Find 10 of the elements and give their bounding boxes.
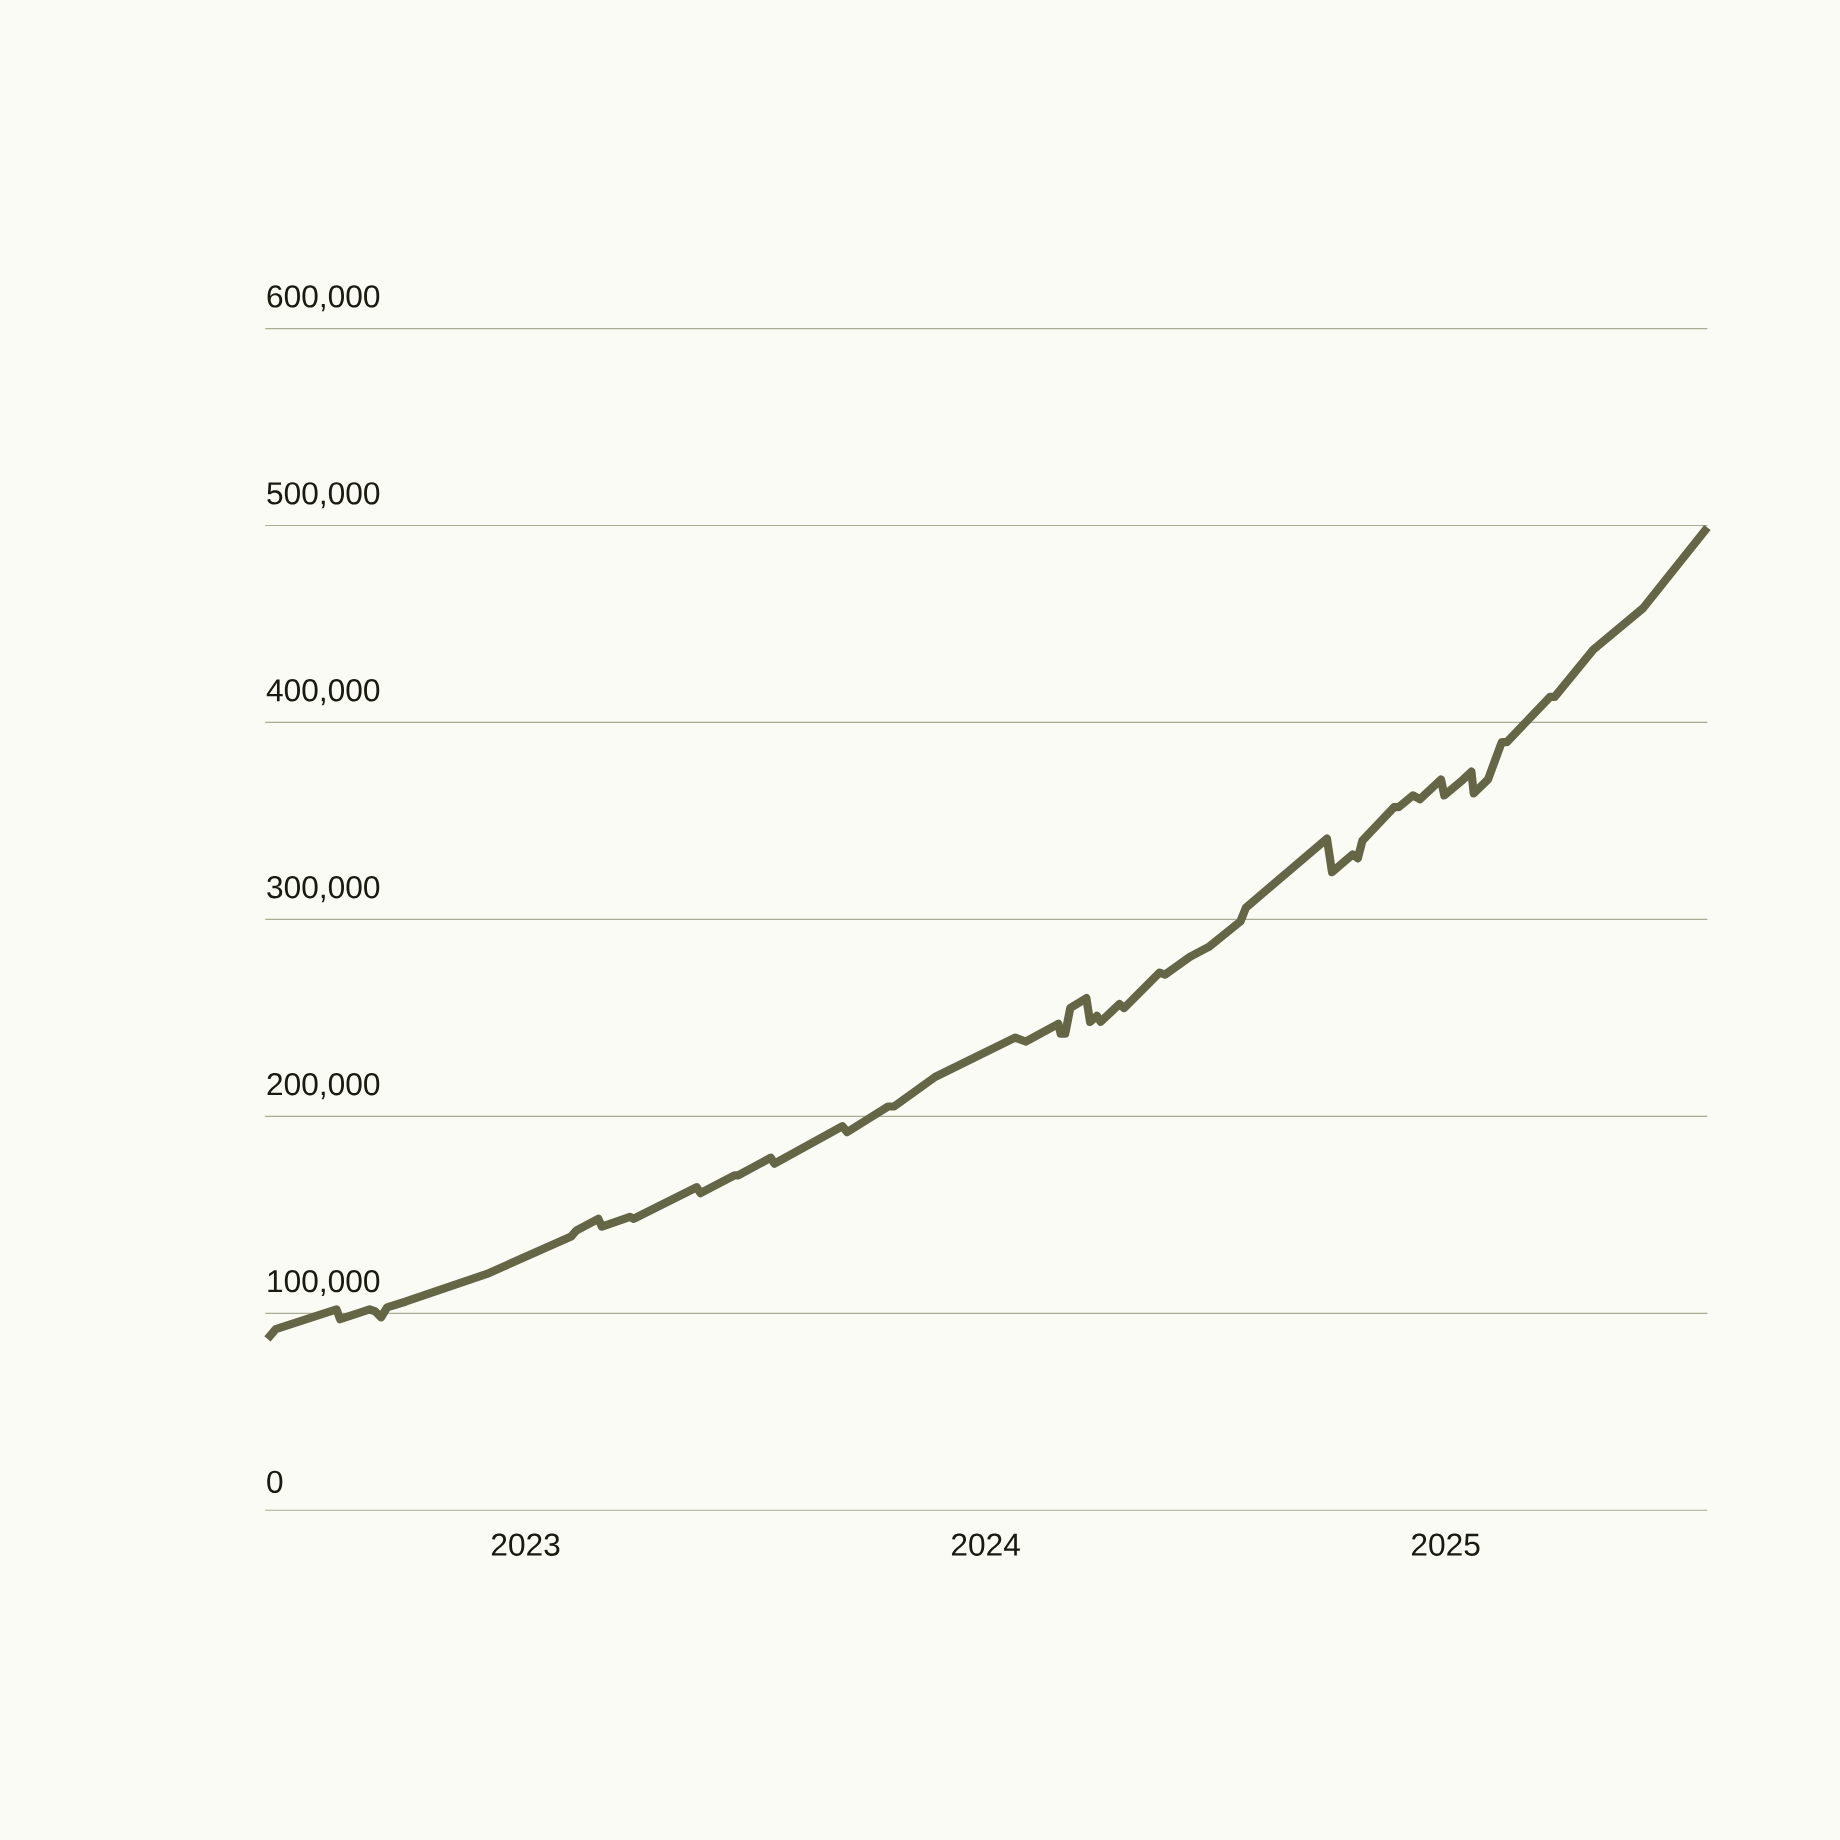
y-tick-label: 200,000 xyxy=(267,1073,380,1100)
y-tick-label: 300,000 xyxy=(267,876,380,903)
y-tick-label: 0 xyxy=(267,1470,283,1494)
x-tick-label: 2025 xyxy=(1412,1533,1480,1556)
y-tick-label: 400,000 xyxy=(266,679,380,706)
x-tick-label: 2023 xyxy=(491,1533,560,1556)
y-tick-label: 600,000 xyxy=(267,285,380,312)
y-tick-label: 500,000 xyxy=(267,482,380,509)
x-tick-label: 2024 xyxy=(951,1533,1020,1556)
y-tick-label: 100,000 xyxy=(268,1269,380,1297)
